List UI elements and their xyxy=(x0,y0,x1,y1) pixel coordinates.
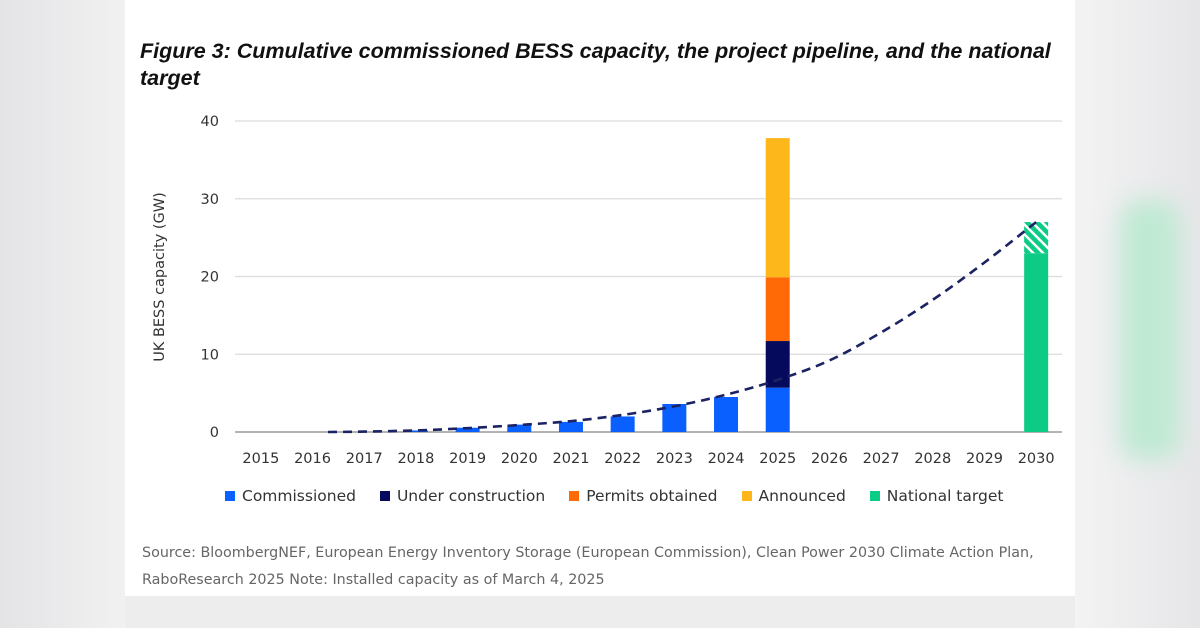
bar-commissioned-2022 xyxy=(610,416,635,432)
background-left xyxy=(0,0,125,628)
x-tick-label: 2026 xyxy=(811,451,848,467)
y-tick-label: 30 xyxy=(201,192,219,208)
legend-swatch xyxy=(741,491,752,501)
bar-announced-2025 xyxy=(765,138,790,278)
legend-item-commissioned: Commissioned xyxy=(225,487,356,505)
x-tick-label: 2027 xyxy=(863,451,900,467)
legend-label: Under construction xyxy=(396,487,546,505)
legend-item-announced: Announced xyxy=(741,487,846,505)
bar-commissioned-2025 xyxy=(765,387,790,432)
bar-national-target-2030 xyxy=(1024,253,1049,432)
y-tick-label: 10 xyxy=(201,347,219,363)
bar-commissioned-2023 xyxy=(662,404,687,432)
bar-commissioned-2020 xyxy=(507,424,532,432)
x-tick-label: 2024 xyxy=(708,451,745,467)
x-tick-label: 2015 xyxy=(242,451,279,467)
x-tick-label: 2028 xyxy=(914,451,951,467)
legend-item-permits-obtained: Permits obtained xyxy=(569,487,718,505)
x-tick-label: 2016 xyxy=(294,451,331,467)
legend-swatch xyxy=(379,491,390,501)
legend-label: Announced xyxy=(758,487,846,505)
x-tick-label: 2022 xyxy=(604,451,641,467)
bar-permits-obtained-2025 xyxy=(765,277,790,342)
trend-line xyxy=(328,221,1037,434)
legend-label: Commissioned xyxy=(242,487,356,505)
x-tick-label: 2021 xyxy=(553,451,590,467)
legend-swatch xyxy=(869,491,880,501)
x-tick-label: 2017 xyxy=(346,451,383,467)
background-blur-decoration xyxy=(1120,200,1180,460)
figure-card: Figure 3: Cumulative commissioned BESS c… xyxy=(125,0,1075,596)
legend-label: Permits obtained xyxy=(586,487,718,505)
x-tick-label: 2025 xyxy=(759,451,796,467)
bar-commissioned-2024 xyxy=(714,397,739,432)
source-note: Source: BloombergNEF, European Energy In… xyxy=(142,545,1034,588)
bar-commissioned-2019 xyxy=(455,427,480,432)
bar-commissioned-2018 xyxy=(403,430,428,432)
x-tick-label: 2020 xyxy=(501,451,538,467)
legend: Commissioned Under construction Permits ob… xyxy=(225,487,1027,505)
legend-swatch xyxy=(225,491,235,501)
legend-label: National target xyxy=(886,487,1004,505)
y-axis-label: UK BESS capacity (GW) xyxy=(152,192,168,362)
x-tick-label: 2030 xyxy=(1018,451,1055,467)
y-tick-label: 40 xyxy=(201,114,219,130)
bar-commissioned-2021 xyxy=(558,421,583,432)
x-tick-label: 2023 xyxy=(656,451,693,467)
legend-swatch xyxy=(569,491,580,501)
figure-title: Figure 3: Cumulative commissioned BESS c… xyxy=(140,39,1051,90)
legend-item-national-target: National target xyxy=(869,487,1004,505)
y-tick-label: 20 xyxy=(201,270,219,286)
x-tick-label: 2029 xyxy=(966,451,1003,467)
y-tick-label: 0 xyxy=(210,425,219,441)
x-tick-label: 2018 xyxy=(397,451,434,467)
legend-item-under-construction: Under construction xyxy=(379,487,546,505)
bar-national-target-range-hatched xyxy=(1024,222,1049,254)
x-tick-label: 2019 xyxy=(449,451,486,467)
